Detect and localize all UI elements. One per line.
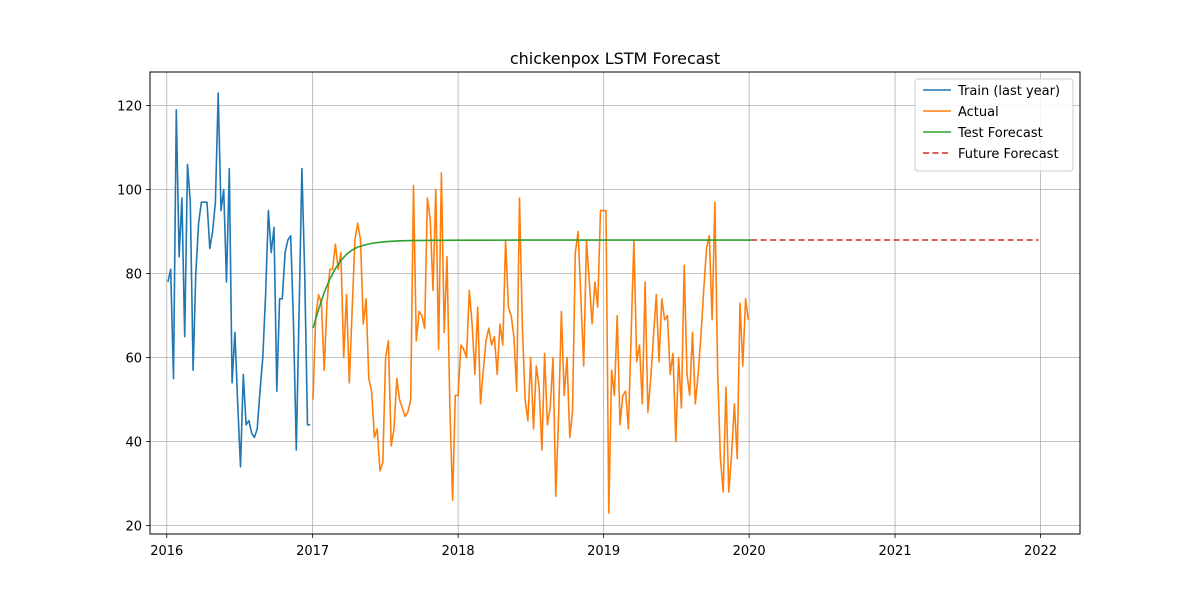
y-tick-label: 100 xyxy=(117,184,142,199)
x-tick-label: 2016 xyxy=(150,544,183,559)
legend-label: Future Forecast xyxy=(958,147,1059,162)
y-tick-label: 20 xyxy=(125,520,142,535)
legend-label: Train (last year) xyxy=(957,84,1060,99)
x-tick-label: 2017 xyxy=(296,544,329,559)
x-tick-label: 2019 xyxy=(587,544,620,559)
series-line-actual xyxy=(312,172,750,514)
y-tick-label: 80 xyxy=(125,268,142,283)
legend-label: Actual xyxy=(958,105,999,120)
chart-title: chickenpox LSTM Forecast xyxy=(510,49,720,68)
y-tick-label: 60 xyxy=(125,352,142,367)
legend-box xyxy=(914,78,1074,172)
x-tick-label: 2018 xyxy=(442,544,475,559)
axes: 2016 2017 2018 2019 2020 2021 2022 20 40 60 80 100 1… xyxy=(117,100,1057,559)
x-tick-label: 2022 xyxy=(1024,544,1057,559)
plot-frame xyxy=(149,71,1081,535)
series-group xyxy=(167,92,1039,514)
x-tick-label: 2021 xyxy=(878,544,911,559)
y-tick-label: 40 xyxy=(125,436,142,451)
series-line-test-forecast xyxy=(312,239,752,329)
y-tick-label: 120 xyxy=(117,100,142,115)
x-tick-label: 2020 xyxy=(733,544,766,559)
legend-label: Test Forecast xyxy=(957,126,1043,141)
series-line-train-last-year xyxy=(167,92,311,468)
legend: Train (last year) Actual Test Forecast Futu… xyxy=(914,78,1074,172)
